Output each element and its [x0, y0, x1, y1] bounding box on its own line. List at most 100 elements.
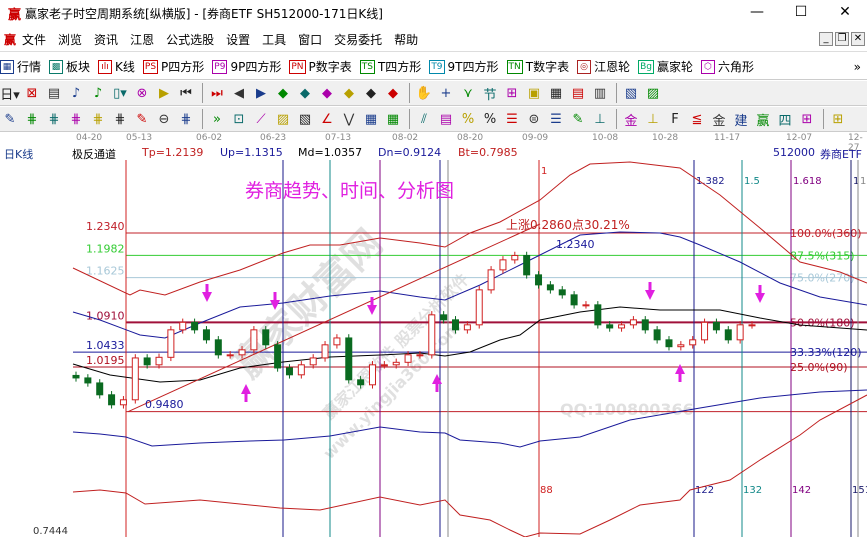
maximize-button[interactable]: ☐: [794, 4, 808, 20]
toolbar2-tool-icon-21[interactable]: 节: [483, 87, 497, 103]
toolbar2-tool-icon-24[interactable]: ▦: [549, 85, 563, 101]
toolbar3-tool-icon-17[interactable]: ▦: [386, 111, 400, 127]
toolbar3-tool-icon-7[interactable]: ⊖: [158, 111, 170, 127]
toolbar3-tool-icon-36[interactable]: ⊞: [832, 111, 844, 127]
toolbar3-tool-icon-8[interactable]: ⋕: [180, 111, 192, 127]
toolbar-button-2[interactable]: ılı K线: [98, 58, 135, 75]
minimize-button[interactable]: —: [750, 4, 764, 20]
menu-item-0[interactable]: 文件: [22, 33, 47, 47]
toolbar2-tool-icon-16[interactable]: ◆: [366, 85, 376, 101]
menu-item-9[interactable]: 帮助: [394, 33, 419, 47]
close-button[interactable]: ✕: [839, 4, 851, 20]
toolbar3-tool-icon-25[interactable]: ✎: [572, 111, 584, 127]
toolbar2-tool-icon-0[interactable]: 日▾: [0, 87, 20, 103]
toolbar3-tool-icon-10[interactable]: ⊡: [233, 111, 245, 127]
toolbar2-tool-icon-14[interactable]: ◆: [322, 85, 332, 101]
toolbar3-tool-icon-26[interactable]: ⊥: [594, 111, 606, 127]
toolbar3-tool-icon-19[interactable]: ▤: [439, 111, 453, 127]
toolbar-button-5[interactable]: PN P数字表: [289, 58, 352, 75]
candle-body: [452, 319, 460, 331]
toolbar-button-10[interactable]: Bg 赢家轮: [638, 58, 693, 75]
mdi-close-button[interactable]: ✕: [851, 32, 865, 46]
toolbar3-tool-icon-22[interactable]: ☰: [506, 111, 518, 127]
toolbar3-tool-icon-18[interactable]: ⫽: [421, 111, 427, 127]
toolbar2-tool-icon-26[interactable]: ▥: [593, 85, 607, 101]
toolbar3-tool-icon-24[interactable]: ☰: [550, 111, 562, 127]
toolbar2-tool-icon-28[interactable]: ▨: [646, 85, 660, 101]
toolbar2-tool-icon-18[interactable]: ✋: [415, 85, 433, 101]
toolbar2-tool-icon-4[interactable]: ♪: [93, 85, 103, 101]
toolbar2-tool-icon-15[interactable]: ◆: [344, 85, 354, 101]
toolbar-button-4[interactable]: P9 9P四方形: [212, 58, 281, 75]
toolbar2-tool-icon-8[interactable]: ⏮: [180, 85, 192, 101]
toolbar2-tool-icon-10[interactable]: ◀: [234, 85, 244, 101]
toolbar3-tool-icon-20[interactable]: %: [461, 111, 475, 127]
mdi-minimize-button[interactable]: _: [819, 32, 833, 46]
toolbar2-tool-icon-3[interactable]: ♪: [71, 85, 81, 101]
toolbar2-tool-icon-13[interactable]: ◆: [300, 85, 310, 101]
menu-item-3[interactable]: 江恩: [130, 33, 155, 47]
toolbar3-tool-icon-30[interactable]: ≦: [691, 111, 703, 127]
toolbar2-tool-icon-5[interactable]: ▯▾: [113, 85, 127, 101]
toolbar3-tool-icon-4[interactable]: ⋕: [92, 111, 104, 127]
candle-body: [487, 269, 495, 291]
toolbar3-tool-icon-33[interactable]: 赢: [756, 113, 770, 129]
toolbar2-tool-icon-7[interactable]: ▶: [159, 85, 169, 101]
toolbar2-tool-icon-23[interactable]: ▣: [527, 85, 541, 101]
menu-item-5[interactable]: 设置: [226, 33, 251, 47]
toolbar3-tool-icon-6[interactable]: ✎: [136, 111, 148, 127]
toolbar3-tool-icon-16[interactable]: ▦: [364, 111, 378, 127]
mdi-restore-button[interactable]: ❐: [835, 32, 849, 46]
toolbar3-tool-icon-35[interactable]: ⊞: [801, 111, 813, 127]
toolbar2-tool-icon-25[interactable]: ▤: [571, 85, 585, 101]
toolbar3-tool-icon-5[interactable]: ⋕: [114, 111, 126, 127]
toolbar-more-button[interactable]: »: [853, 59, 861, 74]
toolbar3-tool-icon-14[interactable]: ∠: [321, 111, 333, 127]
toolbar2-tool-icon-12[interactable]: ◆: [278, 85, 288, 101]
toolbar3-tool-icon-15[interactable]: ⋁: [343, 111, 355, 127]
toolbar-button-0[interactable]: ▦ 行情: [0, 58, 41, 75]
menu-item-1[interactable]: 浏览: [58, 33, 83, 47]
toolbar3-tool-icon-0[interactable]: ✎: [4, 111, 16, 127]
analysis-toolbar: ✎ ⋕ ⋕ ⋕ ⋕ ⋕ ✎ ⊖ ⋕» ⊡ ⟋ ▨ ▧ ∠ ⋁ ▦ ▦ ⫽ ▤%% ☰ ⊜ ☰ ✎ ⊥ 金 ⊥ F ≦ 金建赢四 ⊞ ⊞: [0, 107, 867, 132]
toolbar3-tool-icon-1[interactable]: ⋕: [26, 111, 38, 127]
toolbar2-tool-icon-6[interactable]: ⊗: [136, 85, 148, 101]
toolbar2-tool-icon-20[interactable]: ⋎: [463, 85, 473, 101]
toolbar2-tool-icon-11[interactable]: ▶: [256, 85, 266, 101]
menu-item-6[interactable]: 工具: [262, 33, 287, 47]
toolbar-button-8[interactable]: TN T数字表: [506, 58, 569, 75]
toolbar-button-9[interactable]: ◎ 江恩轮: [577, 58, 630, 75]
candle-body: [665, 339, 673, 348]
toolbar-button-1[interactable]: ▩ 板块: [49, 58, 90, 75]
toolbar3-tool-icon-28[interactable]: ⊥: [647, 111, 659, 127]
menu-item-8[interactable]: 交易委托: [334, 33, 383, 47]
toolbar-button-7[interactable]: T9 9T四方形: [429, 58, 499, 75]
toolbar3-tool-icon-11[interactable]: ⟋: [256, 111, 266, 127]
toolbar-button-11[interactable]: ⬡ 六角形: [701, 58, 754, 75]
toolbar2-tool-icon-27[interactable]: ▧: [624, 85, 638, 101]
toolbar3-tool-icon-2[interactable]: ⋕: [48, 111, 60, 127]
toolbar2-tool-icon-1[interactable]: ⊠: [26, 85, 38, 101]
toolbar3-tool-icon-32[interactable]: 建: [734, 113, 748, 129]
toolbar3-tool-icon-31[interactable]: 金: [712, 113, 726, 129]
toolbar-button-3[interactable]: PS P四方形: [142, 58, 204, 75]
toolbar2-tool-icon-22[interactable]: ⊞: [506, 85, 518, 101]
toolbar3-tool-icon-21[interactable]: %: [483, 111, 497, 127]
toolbar3-tool-icon-3[interactable]: ⋕: [70, 111, 82, 127]
menu-item-7[interactable]: 窗口: [298, 33, 323, 47]
toolbar3-tool-icon-23[interactable]: ⊜: [528, 111, 540, 127]
toolbar2-tool-icon-17[interactable]: ◆: [388, 85, 398, 101]
toolbar3-tool-icon-13[interactable]: ▧: [298, 111, 312, 127]
toolbar2-tool-icon-2[interactable]: ▤: [47, 85, 61, 101]
menu-item-4[interactable]: 公式选股: [166, 33, 215, 47]
toolbar2-tool-icon-9[interactable]: ⏭: [211, 85, 223, 101]
toolbar3-tool-icon-29[interactable]: F: [671, 111, 679, 127]
toolbar3-tool-icon-9[interactable]: »: [213, 111, 221, 127]
toolbar3-tool-icon-27[interactable]: 金: [624, 113, 638, 129]
toolbar-button-6[interactable]: TS T四方形: [359, 58, 421, 75]
toolbar2-tool-icon-19[interactable]: +: [440, 85, 452, 101]
toolbar3-tool-icon-12[interactable]: ▨: [276, 111, 290, 127]
menu-item-2[interactable]: 资讯: [94, 33, 119, 47]
toolbar3-tool-icon-34[interactable]: 四: [778, 113, 792, 129]
